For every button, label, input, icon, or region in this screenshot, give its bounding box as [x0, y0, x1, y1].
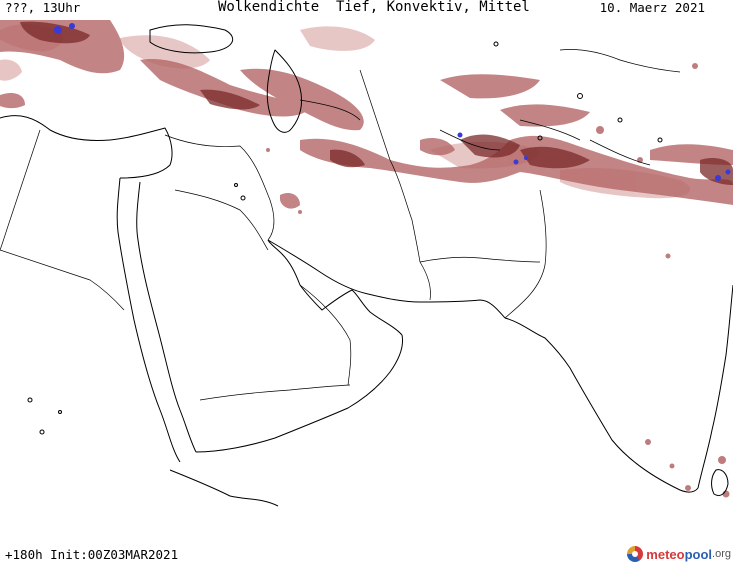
logo-text-org: .org	[712, 548, 731, 560]
weather-map	[0, 20, 733, 507]
valid-date-label: 10. Maerz 2021	[599, 0, 705, 15]
map-title: Wolkendichte Tief, Konvektiv, Mittel	[218, 0, 530, 15]
valid-time-label: ???, 13Uhr	[5, 0, 81, 15]
meteopool-logo-icon	[627, 546, 644, 562]
forecast-init-label: +180h Init:00Z03MAR2021	[5, 547, 179, 562]
meteopool-logo[interactable]: meteo pool .org	[627, 544, 731, 564]
cloud-cover-layer	[0, 20, 733, 498]
logo-text-meteo: meteo	[646, 546, 685, 562]
logo-text-pool: pool	[684, 546, 713, 562]
coastlines-and-borders	[0, 24, 733, 507]
